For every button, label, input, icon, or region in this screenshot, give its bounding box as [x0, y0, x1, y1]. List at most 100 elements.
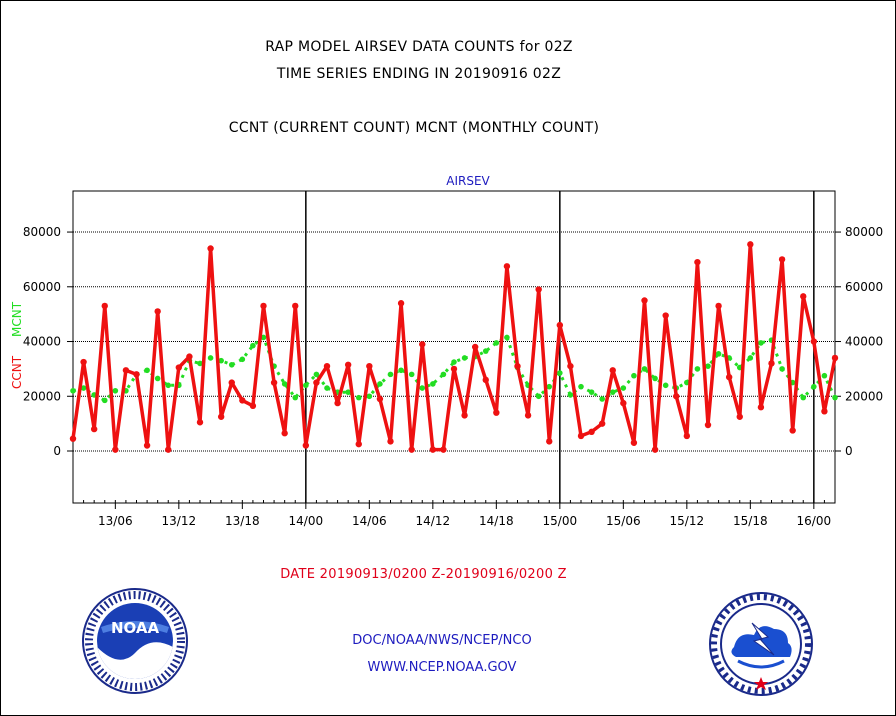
data-point-ccnt [408, 446, 415, 453]
data-point-mcnt [154, 375, 161, 382]
data-point-mcnt [609, 389, 616, 395]
data-point-ccnt [376, 395, 384, 403]
data-point-ccnt [598, 420, 606, 427]
y-tick-label-right: 20000 [845, 389, 883, 403]
chart-title: AIRSEV [446, 174, 490, 188]
data-point-mcnt [451, 359, 457, 365]
data-point-mcnt [832, 394, 838, 401]
data-point-mcnt [440, 371, 447, 378]
y-axis-label-ccnt: CCNT [10, 355, 24, 389]
data-point-ccnt [800, 293, 807, 300]
data-point-ccnt [736, 413, 743, 420]
x-tick-label: 15/18 [733, 514, 768, 528]
data-point-ccnt [239, 397, 246, 404]
data-point-ccnt [609, 367, 616, 374]
x-tick-label: 15/00 [543, 514, 578, 528]
data-point-ccnt [768, 360, 775, 367]
y-tick-label-right: 60000 [845, 280, 883, 294]
chart-title-line3: CCNT (CURRENT COUNT) MCNT (MONTHLY COUNT… [228, 120, 600, 136]
data-point-mcnt [303, 382, 309, 389]
data-point-mcnt [620, 385, 627, 391]
data-point-ccnt [789, 427, 796, 434]
data-point-mcnt [599, 396, 605, 402]
x-tick-label: 15/12 [670, 514, 705, 528]
data-point-ccnt [207, 245, 214, 252]
x-tick-label: 13/12 [162, 514, 197, 528]
data-point-ccnt [313, 379, 320, 386]
data-point-ccnt [270, 379, 278, 386]
data-point-ccnt [546, 438, 553, 445]
data-point-mcnt [228, 361, 235, 368]
data-point-ccnt [355, 440, 362, 448]
data-point-ccnt [694, 258, 701, 266]
data-point-mcnt [207, 355, 214, 361]
data-point-ccnt [641, 297, 648, 304]
data-point-mcnt [112, 387, 119, 394]
data-point-mcnt [419, 385, 426, 391]
y-axis-label-mcnt: MCNT [10, 301, 24, 337]
data-point-ccnt [397, 300, 405, 307]
data-point-mcnt [377, 381, 383, 387]
data-point-mcnt [101, 397, 108, 404]
data-point-ccnt [344, 361, 352, 368]
data-point-ccnt [778, 256, 786, 263]
data-point-ccnt [228, 379, 235, 386]
data-point-ccnt [154, 308, 161, 315]
data-point-ccnt [165, 446, 172, 453]
data-point-mcnt [482, 348, 489, 354]
credit-url[interactable]: WWW.NCEP.NOAA.GOV [367, 660, 517, 675]
x-tick-label: 15/06 [606, 514, 641, 528]
y-tick-label-right: 80000 [845, 225, 883, 239]
data-point-ccnt [556, 321, 564, 329]
data-point-mcnt [218, 357, 224, 364]
data-point-ccnt [366, 362, 373, 370]
data-point-ccnt [715, 302, 722, 310]
data-point-ccnt [524, 412, 532, 419]
data-point-ccnt [440, 446, 447, 453]
data-point-ccnt [323, 362, 331, 370]
chart-title-line2: TIME SERIES ENDING IN 20190916 02Z [276, 66, 562, 82]
credit-org: DOC/NOAA/NWS/NCEP/NCO [352, 633, 532, 648]
data-point-ccnt [90, 425, 98, 433]
data-point-mcnt [250, 342, 256, 349]
data-point-ccnt [503, 263, 511, 270]
chart-title-line1: RAP MODEL AIRSEV DATA COUNTS for 02Z [265, 39, 573, 55]
y-tick-label-left: 40000 [23, 335, 61, 349]
data-point-mcnt [578, 383, 584, 390]
data-point-ccnt [80, 358, 87, 366]
data-point-ccnt [482, 376, 489, 384]
data-point-ccnt [112, 446, 119, 453]
data-point-ccnt [450, 365, 458, 373]
data-point-mcnt [366, 393, 373, 400]
data-point-ccnt [747, 241, 754, 248]
data-point-ccnt [461, 412, 468, 419]
data-point-mcnt [631, 372, 637, 379]
data-point-ccnt [514, 362, 521, 370]
x-tick-label: 13/18 [225, 514, 260, 528]
y-tick-label-right: 40000 [845, 335, 883, 349]
data-point-ccnt [620, 399, 627, 407]
data-point-mcnt [387, 371, 394, 378]
data-point-mcnt [652, 375, 658, 382]
data-point-ccnt [387, 438, 394, 445]
data-point-mcnt [567, 392, 574, 398]
data-point-mcnt [758, 340, 764, 346]
data-point-ccnt [662, 312, 669, 319]
data-point-ccnt [334, 399, 341, 407]
data-point-mcnt [747, 355, 754, 361]
x-tick-label: 14/00 [289, 514, 324, 528]
data-point-ccnt [683, 432, 691, 440]
x-tick-label: 14/12 [416, 514, 451, 528]
data-point-mcnt [144, 367, 150, 374]
data-point-mcnt [313, 371, 320, 378]
data-point-ccnt [175, 364, 183, 371]
data-point-mcnt [80, 385, 87, 391]
data-point-mcnt [705, 363, 711, 369]
data-point-mcnt [430, 381, 436, 387]
data-point-ccnt [651, 446, 659, 453]
x-tick-label: 16/00 [797, 514, 832, 528]
data-point-mcnt [662, 382, 669, 389]
data-point-mcnt [694, 366, 701, 372]
data-point-mcnt [70, 387, 76, 394]
